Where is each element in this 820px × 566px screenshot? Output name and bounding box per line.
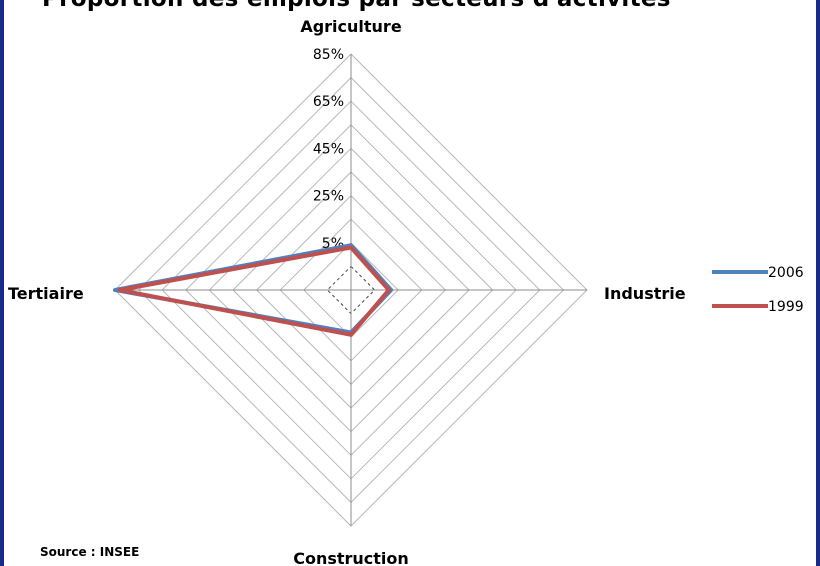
axis-label-agriculture: Agriculture [300,17,402,36]
radar-tick-labels: 5%25%45%65%85% [313,47,344,252]
tick-label: 45% [313,141,344,157]
axis-label-construction: Construction [293,549,409,566]
tick-label: 25% [313,189,344,205]
radar-axes [115,54,587,526]
source-note: Source : INSEE [40,545,140,559]
frame-left-border [0,0,4,566]
tick-label: 65% [313,94,344,110]
axis-label-industrie: Industrie [604,284,686,303]
chart-legend: 2006 1999 [712,265,804,315]
series-line-2006 [113,243,394,335]
series-line-1999 [117,245,391,337]
tick-label: 85% [313,47,344,63]
legend-label-2006: 2006 [768,265,804,281]
frame-right-border [816,0,820,566]
chart-title: Proportion des emplois par secteurs d'ac… [42,0,671,12]
radar-axis-labels: Agriculture Industrie Construction Tertiair… [8,17,686,566]
radar-series [113,243,394,337]
legend-label-1999: 1999 [768,299,804,315]
axis-label-tertiaire: Tertiaire [8,284,84,303]
